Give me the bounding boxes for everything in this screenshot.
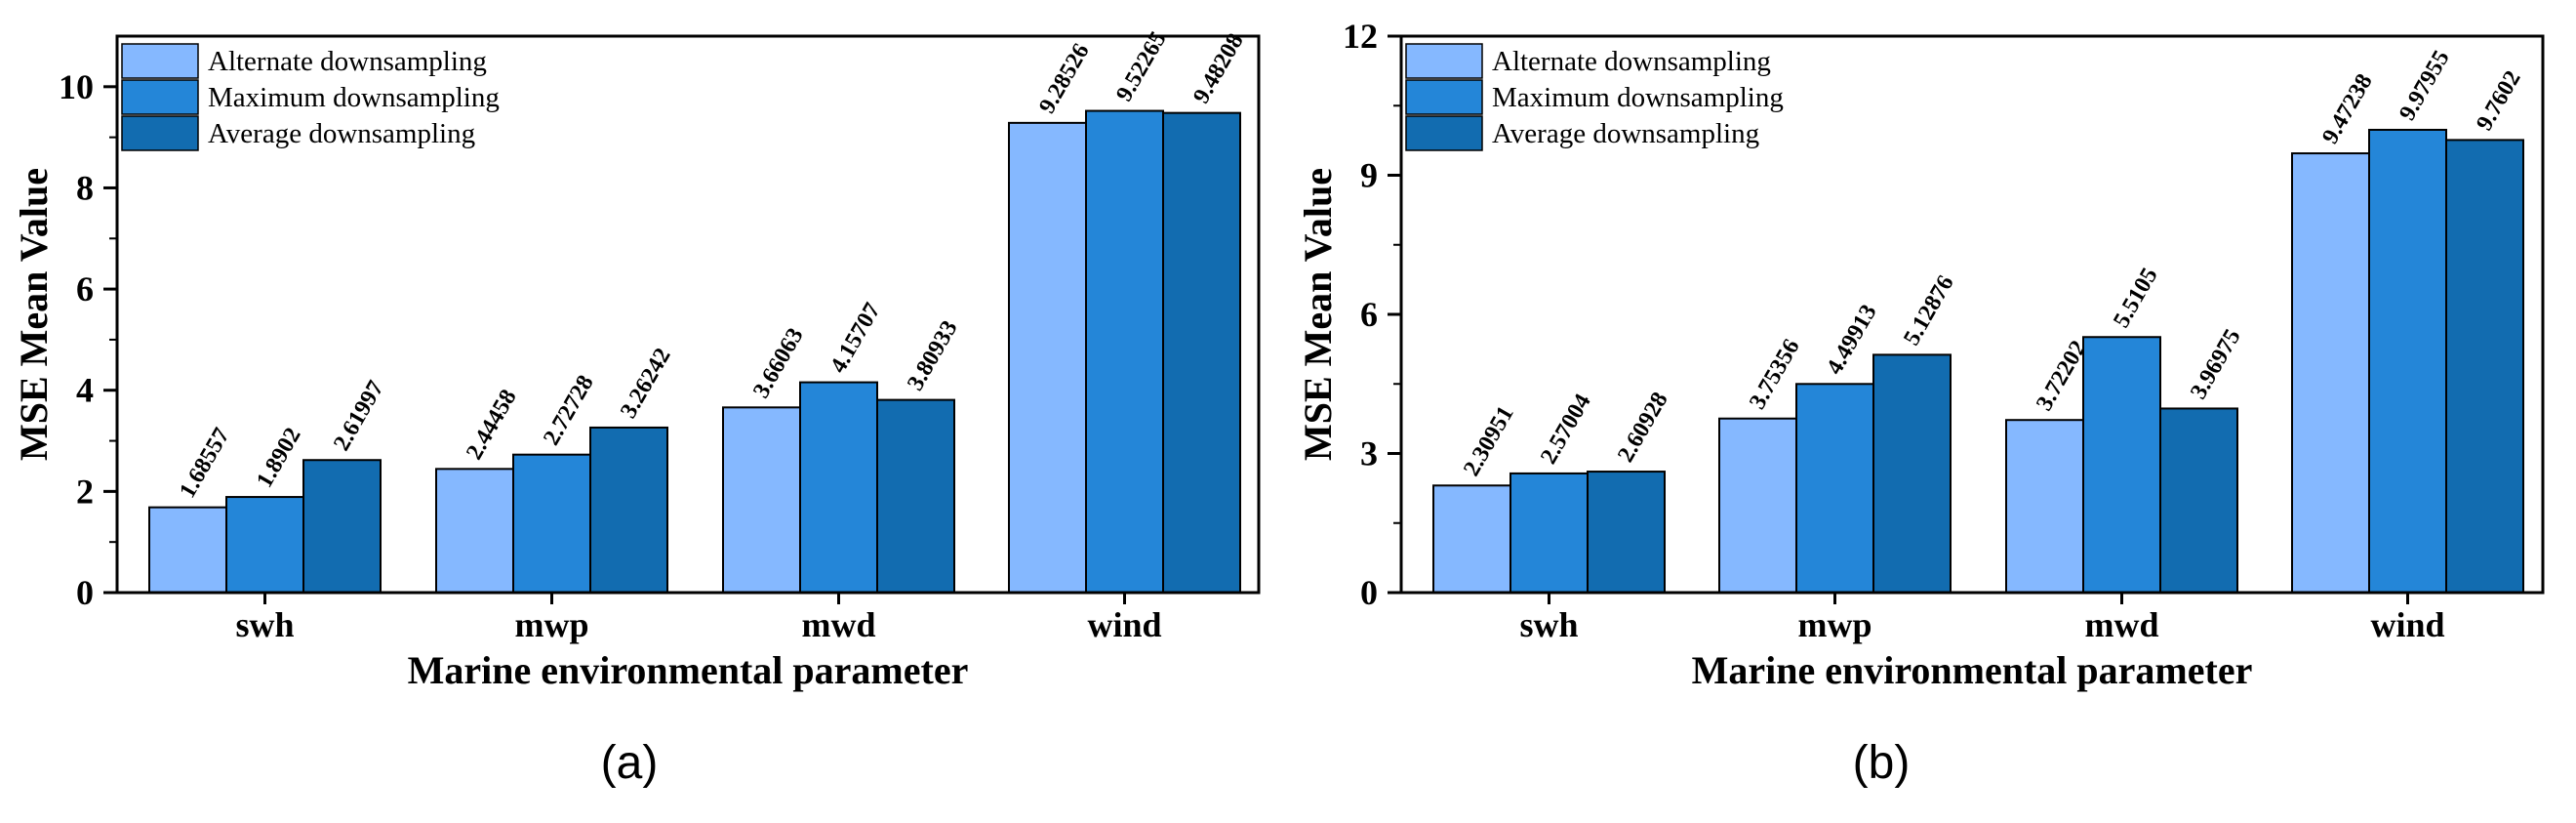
data-label: 1.68557 (175, 424, 235, 503)
legend-label-maximum: Maximum downsampling (208, 82, 500, 113)
bar-mwd-average (876, 398, 955, 594)
y-tick-label: 0 (76, 573, 94, 612)
data-label: 3.80933 (903, 316, 963, 395)
bar-swh-maximum (225, 496, 304, 595)
x-tick-label-mwp: mwp (514, 605, 588, 644)
bar-mwp-average (1872, 353, 1952, 595)
bar-mwd-average (2159, 407, 2238, 595)
bar-mwd-maximum (2082, 336, 2161, 594)
legend-swatch-maximum (121, 79, 199, 115)
bar-swh-maximum (1509, 472, 1589, 594)
bar-mwp-alternate (435, 468, 514, 594)
bar-mwp-maximum (1795, 383, 1874, 594)
bar-wind-average (2445, 139, 2524, 594)
data-label: 2.60928 (1613, 389, 1673, 468)
data-label: 9.97955 (2395, 46, 2455, 125)
bar-swh-average (302, 459, 382, 594)
legend-label-maximum: Maximum downsampling (1492, 82, 1784, 113)
x-tick-label-swh: swh (1519, 605, 1578, 644)
x-axis-title: Marine environmental parameter (408, 648, 969, 692)
legend-swatch-average (1405, 115, 1483, 151)
x-axis-title: Marine environmental parameter (1692, 648, 2253, 692)
bar-swh-alternate (148, 506, 227, 594)
legend-swatch-average (121, 115, 199, 151)
data-label: 1.8902 (252, 424, 306, 492)
bar-mwp-alternate (1718, 417, 1797, 594)
x-tick-label-mwd: mwd (801, 605, 875, 644)
bar-wind-maximum (2368, 128, 2447, 594)
y-tick-label: 12 (1343, 17, 1378, 56)
x-tick-label-swh: swh (235, 605, 294, 644)
data-label: 9.28526 (1034, 39, 1095, 118)
y-tick-label: 6 (1360, 295, 1378, 334)
data-label: 2.30951 (1459, 402, 1519, 481)
y-tick-label: 2 (76, 472, 94, 511)
y-tick-label: 0 (1360, 573, 1378, 612)
legend-label-alternate: Alternate downsampling (1492, 46, 1771, 77)
y-tick-label: 9 (1360, 156, 1378, 195)
legend-swatch-alternate (1405, 43, 1483, 79)
bar-swh-alternate (1432, 484, 1511, 594)
chart-a: 1.68557 2.444583.660639.285261.89022.7272… (12, 27, 1261, 789)
y-tick-label: 10 (59, 67, 94, 106)
bar-wind-alternate (2291, 152, 2370, 594)
panel-caption: (a) (601, 737, 659, 789)
bar-mwp-maximum (512, 453, 591, 594)
plot-frame (115, 34, 1261, 595)
bar-wind-average (1162, 111, 1241, 594)
y-tick-label: 3 (1360, 434, 1378, 473)
panel-caption: (b) (1853, 737, 1911, 789)
legend-label-average: Average downsampling (208, 118, 475, 149)
x-tick-label-wind: wind (2370, 605, 2444, 644)
bar-mwd-alternate (2005, 419, 2084, 594)
y-tick-label: 8 (76, 168, 94, 207)
legend-swatch-alternate (121, 43, 199, 79)
y-tick-label: 6 (76, 269, 94, 309)
data-label: 3.26242 (616, 344, 676, 423)
x-tick-label-mwd: mwd (2084, 605, 2158, 644)
x-tick-label-wind: wind (1087, 605, 1161, 644)
bar-swh-average (1587, 471, 1666, 595)
data-label: 9.7602 (2472, 66, 2526, 135)
legend-label-alternate: Alternate downsampling (208, 46, 487, 77)
bar-wind-alternate (1008, 121, 1087, 594)
data-label: 2.57004 (1536, 390, 1596, 469)
data-label: 4.15707 (825, 299, 886, 378)
bar-wind-maximum (1085, 109, 1164, 594)
bar-mwd-maximum (799, 381, 878, 594)
data-label: 2.44458 (462, 386, 522, 465)
y-tick-label: 4 (76, 371, 94, 410)
data-label: 5.5105 (2109, 264, 2163, 332)
data-label: 2.61997 (329, 377, 389, 456)
data-label: 9.48208 (1188, 29, 1249, 108)
bar-mwp-average (589, 426, 668, 594)
legend-swatch-maximum (1405, 79, 1483, 115)
bar-mwd-alternate (722, 406, 801, 594)
data-label: 5.12876 (1899, 271, 1959, 350)
y-axis-title: MSE Mean Value (12, 168, 56, 461)
x-tick-label-mwp: mwp (1797, 605, 1872, 644)
legend-label-average: Average downsampling (1492, 118, 1759, 149)
data-label: 3.96975 (2186, 325, 2246, 404)
data-label: 9.52265 (1111, 27, 1172, 106)
y-axis-title: MSE Mean Value (1296, 168, 1340, 461)
